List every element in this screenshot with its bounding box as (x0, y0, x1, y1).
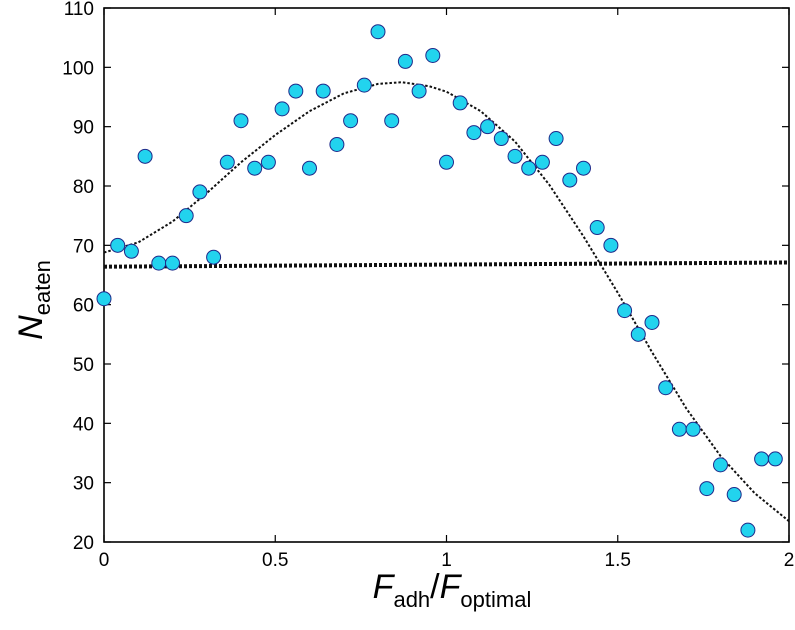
data-point (302, 160, 317, 176)
data-point (96, 291, 112, 307)
data-point (685, 421, 701, 437)
plot-frame (103, 7, 790, 543)
y-axis-label-base: N (12, 315, 50, 340)
y-axis-label-sub: eaten (30, 260, 55, 315)
y-axis-label: Neaten (12, 260, 55, 340)
data-point (767, 451, 783, 467)
data-point (206, 249, 222, 265)
data-point (356, 77, 372, 93)
y-tick-label: 90 (73, 118, 94, 139)
data-point (521, 160, 537, 176)
y-tick-label: 100 (62, 58, 94, 79)
data-point (219, 154, 235, 170)
data-point (397, 53, 413, 69)
data-point (329, 136, 345, 152)
x-axis: 0 0.5 1 1.5 2 (99, 8, 795, 571)
data-point (493, 131, 509, 147)
x-axis-label: Fadh/Foptimal (373, 568, 532, 612)
data-point (589, 220, 605, 236)
data-point (658, 380, 674, 396)
x-axis-label-sep: / (430, 568, 440, 606)
x-axis-label-base: F (373, 568, 396, 606)
data-point (288, 83, 304, 99)
data-point (384, 113, 400, 129)
y-tick-label: 30 (73, 474, 94, 495)
data-point (617, 303, 633, 319)
x-axis-label-sub: adh (393, 587, 430, 612)
y-tick-label: 80 (73, 177, 94, 198)
x-tick-label: 0.5 (262, 550, 288, 571)
y-tick-label: 20 (73, 533, 94, 554)
data-point (233, 113, 249, 129)
data-point (315, 83, 331, 99)
data-point (562, 172, 578, 188)
series-layer (96, 24, 790, 538)
data-point (110, 237, 126, 253)
data-point (178, 208, 194, 224)
y-tick-label: 70 (73, 236, 94, 257)
y-axis: 20 30 40 50 60 70 80 90 100 110 (62, 0, 789, 554)
data-point (343, 113, 359, 129)
x-tick-label: 2 (784, 550, 795, 571)
y-tick-label: 50 (73, 355, 94, 376)
data-point (274, 101, 290, 117)
data-point (726, 487, 742, 503)
x-axis-label-base2: F (440, 568, 463, 606)
data-point (548, 131, 564, 147)
data-point (411, 83, 427, 99)
data-point (630, 326, 646, 342)
data-point (425, 47, 441, 63)
data-point (452, 95, 468, 111)
data-point (713, 457, 728, 473)
data-point (260, 154, 276, 170)
data-point (165, 255, 180, 271)
x-tick-label: 1.5 (605, 550, 631, 571)
data-point (123, 243, 139, 259)
data-point (576, 160, 591, 176)
data-point (507, 148, 523, 164)
x-tick-label: 0 (99, 550, 110, 571)
data-point (671, 421, 687, 437)
data-point (192, 184, 208, 200)
x-axis-label-sub2: optimal (460, 587, 531, 612)
data-point (740, 522, 756, 538)
data-point (151, 255, 167, 271)
data-point (754, 451, 770, 467)
curve-fit-line (103, 81, 790, 522)
data-point (603, 237, 619, 253)
data-point (247, 160, 263, 176)
y-tick-label: 40 (73, 414, 94, 435)
data-point (534, 154, 550, 170)
y-tick-label: 60 (73, 296, 94, 317)
data-point (466, 125, 482, 141)
data-point (137, 148, 153, 164)
flat-fit-line (103, 260, 790, 269)
plot-area (103, 7, 790, 543)
data-point (439, 154, 454, 170)
data-point (370, 24, 386, 40)
x-tick-label: 1 (441, 550, 452, 571)
data-point (644, 314, 660, 330)
data-point (699, 481, 715, 497)
data-point (480, 119, 496, 135)
y-tick-label: 110 (64, 0, 94, 20)
